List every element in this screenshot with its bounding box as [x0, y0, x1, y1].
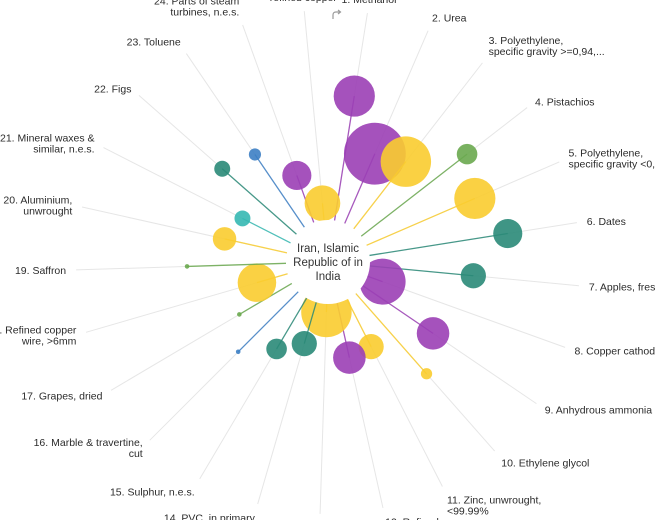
category-label-23: 23. Toluene: [127, 36, 181, 48]
bubble-5[interactable]: [454, 177, 496, 220]
bubble-8[interactable]: [359, 258, 406, 305]
category-label-10: 10. Ethylene glycol: [501, 458, 589, 470]
category-label-5: 5. Polyethylene,specific gravity <0,94,.…: [568, 147, 655, 170]
category-label-14: 14. PVC, in primaryforms: [164, 513, 256, 520]
stem-22: [221, 168, 297, 235]
category-label-8: 8. Copper cathodes: [575, 346, 655, 358]
bubble-22[interactable]: [214, 160, 231, 177]
category-label-7: 7. Apples, fresh: [589, 282, 655, 294]
category-label-4: 4. Pistachios: [535, 96, 595, 108]
bubble-7[interactable]: [460, 263, 486, 289]
bubble-layer: [184, 75, 523, 380]
bubble-12[interactable]: [333, 341, 366, 374]
center-disc: [286, 220, 370, 304]
bubble-6[interactable]: [493, 218, 523, 249]
category-label-24: 24. Parts of steam turbines, n.e.s.: [154, 0, 239, 18]
bubble-1[interactable]: [333, 75, 375, 117]
category-label-17: 17. Grapes, dried: [21, 390, 102, 402]
bubble-25[interactable]: [304, 185, 341, 222]
stem-23: [254, 154, 305, 228]
stem-4: [360, 153, 468, 237]
bubble-23[interactable]: [248, 148, 262, 161]
bubble-18[interactable]: [237, 263, 277, 302]
category-label-21: 21. Mineral waxes & similar, n.e.s.: [0, 133, 95, 156]
category-label-11: 11. Zinc, unwrought, <99.99%: [447, 494, 541, 517]
spoke-25: [303, 11, 325, 221]
category-label-2: 2. Urea: [432, 13, 467, 25]
category-label-3: 3. Polyethylene, specific gravity >=0,94,…: [489, 35, 605, 58]
stem-16: [237, 291, 299, 353]
stem-10: [355, 293, 428, 375]
bubble-10[interactable]: [420, 368, 433, 380]
bubble-17[interactable]: [237, 312, 242, 317]
spoke-13: [319, 303, 328, 514]
bubble-9[interactable]: [416, 317, 450, 350]
category-label-20: 20. Aluminium, unwrought: [3, 194, 72, 217]
bubble-3[interactable]: [380, 136, 432, 187]
bubble-24[interactable]: [282, 160, 312, 191]
stem-6: [369, 232, 508, 257]
bubble-4[interactable]: [456, 143, 478, 165]
category-label-1: 1. Methanol: [342, 0, 397, 6]
category-label-15: 15. Sulphur, n.e.s.: [110, 487, 195, 499]
category-label-19: 19. Saffron: [15, 265, 66, 277]
reset-rotation-icon[interactable]: [332, 9, 342, 19]
category-label-6: 6. Dates: [587, 216, 626, 228]
bubble-15[interactable]: [266, 338, 287, 360]
bubble-21[interactable]: [234, 210, 251, 227]
category-label-16: 16. Marble & travertine, cut: [34, 437, 143, 460]
stem-21: [242, 217, 291, 244]
stem-19: [187, 262, 287, 268]
bubble-16[interactable]: [235, 349, 241, 355]
bubble-20[interactable]: [212, 227, 237, 251]
center-label: Iran, Islamic Republic of in India: [293, 243, 363, 283]
category-label-22: 22. Figs: [94, 84, 131, 96]
bubble-19[interactable]: [184, 264, 190, 269]
category-label-25: 25. Tubes & pipes ofrefined copper: [255, 0, 351, 4]
category-label-9: 9. Anhydrous ammonia: [545, 404, 653, 416]
bubble-14[interactable]: [291, 331, 317, 357]
